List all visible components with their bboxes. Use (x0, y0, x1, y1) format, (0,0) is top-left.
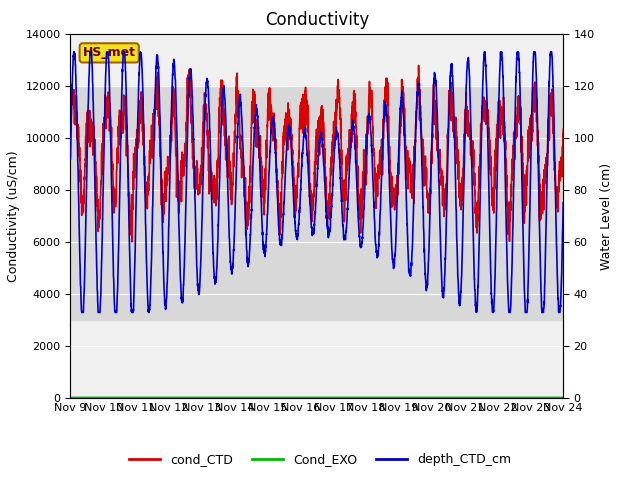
Text: HS_met: HS_met (83, 47, 136, 60)
Y-axis label: Conductivity (uS/cm): Conductivity (uS/cm) (7, 150, 20, 282)
Legend: cond_CTD, Cond_EXO, depth_CTD_cm: cond_CTD, Cond_EXO, depth_CTD_cm (124, 448, 516, 471)
Title: Conductivity: Conductivity (265, 11, 369, 29)
Bar (70, 86, 563, 320)
Y-axis label: Water Level (cm): Water Level (cm) (600, 162, 613, 270)
